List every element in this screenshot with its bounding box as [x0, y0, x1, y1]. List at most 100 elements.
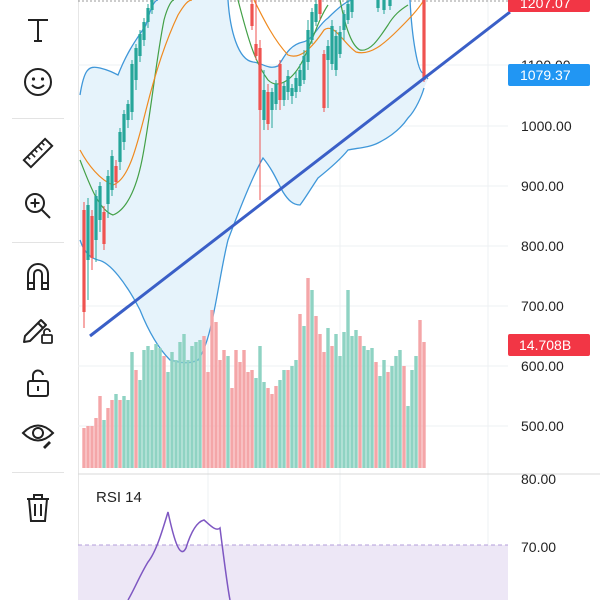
volume-bar: [302, 326, 306, 468]
volume-bar: [250, 370, 254, 468]
volume-bar: [122, 396, 126, 468]
zoom-tool-button[interactable]: [14, 186, 62, 226]
magnet-tool-button[interactable]: [14, 257, 62, 297]
volume-bar: [286, 370, 290, 468]
candle-body: [102, 212, 106, 244]
trash-icon: [27, 494, 49, 522]
bollinger-band-fill: [80, 0, 428, 363]
candle-body: [326, 46, 330, 60]
volume-bar: [190, 346, 194, 468]
volume-bar: [298, 314, 302, 468]
volume-bar: [174, 360, 178, 468]
trendline[interactable]: [89, 10, 511, 338]
rsi-axis-label: 70.00: [521, 539, 556, 555]
volume-bar: [246, 372, 250, 468]
candle-body: [318, 0, 322, 14]
volume-bar: [322, 352, 326, 468]
volume-bar: [406, 406, 410, 468]
toolbar-divider: [12, 118, 64, 119]
volume-bar: [86, 426, 90, 468]
candle-body: [286, 76, 290, 92]
volume-bar: [358, 336, 362, 468]
emoji-tool-button[interactable]: [14, 62, 62, 102]
last-price-badge: 1207.07: [508, 0, 590, 12]
candle-body: [126, 104, 130, 120]
volume-bar: [382, 360, 386, 468]
current-price-badge: 1079.37: [508, 64, 590, 86]
last-price-badge-text: 1207.07: [520, 0, 571, 11]
delete-tool-button[interactable]: [14, 488, 62, 528]
volume-bar: [290, 366, 294, 468]
candle-body: [90, 216, 94, 258]
candle-body: [266, 92, 270, 124]
volume-bar: [106, 408, 110, 468]
candle-body: [346, 4, 350, 20]
candle-body: [388, 0, 392, 6]
candle-body: [334, 36, 338, 70]
volume-bar: [254, 378, 258, 468]
rsi-pane: RSI 14 80.00 70.00: [78, 471, 556, 600]
candle-body: [306, 30, 310, 62]
candle-body: [106, 176, 110, 204]
volume-bar: [342, 332, 346, 468]
volume-badge: 14.708B: [508, 334, 590, 356]
candle-body: [314, 4, 318, 22]
volume-bar: [98, 396, 102, 468]
volume-bar: [354, 330, 358, 468]
visibility-tool-button[interactable]: [14, 414, 62, 454]
candle-body: [142, 22, 146, 40]
candlesticks: [82, 0, 426, 328]
volume-bar: [158, 348, 162, 468]
volume-bar: [142, 350, 146, 468]
candle-body: [310, 12, 314, 40]
candle-body: [254, 44, 258, 56]
lock-tool-button[interactable]: [14, 363, 62, 403]
price-axis-label: 1000.00: [521, 118, 572, 134]
volume-bar: [82, 428, 86, 468]
volume-bar: [334, 334, 338, 468]
volume-bar: [222, 350, 226, 468]
candle-body: [338, 32, 342, 54]
magnet-icon: [27, 263, 49, 290]
volume-bar: [178, 342, 182, 468]
volume-bar: [418, 320, 422, 468]
candle-body: [342, 14, 346, 30]
volume-bar: [390, 366, 394, 468]
volume-bars: [82, 278, 426, 468]
volume-bar: [262, 382, 266, 468]
volume-bar: [350, 336, 354, 468]
volume-bar: [214, 322, 218, 468]
volume-bar: [138, 380, 142, 468]
eye-icon: [21, 424, 55, 449]
volume-bar: [234, 350, 238, 468]
candle-body: [290, 88, 294, 96]
measure-tool-button[interactable]: [14, 133, 62, 173]
volume-bar: [166, 372, 170, 468]
volume-bar: [150, 350, 154, 468]
candle-body: [376, 0, 380, 8]
volume-bar: [366, 350, 370, 468]
candle-body: [382, 0, 386, 10]
volume-bar: [318, 334, 322, 468]
candle-body: [122, 114, 126, 142]
candle-body: [322, 54, 326, 108]
volume-bar: [230, 388, 234, 468]
volume-bar: [90, 426, 94, 468]
volume-bar: [270, 394, 274, 468]
volume-bar: [422, 342, 426, 468]
volume-bar: [126, 400, 130, 468]
candle-body: [298, 70, 302, 86]
volume-bar: [206, 372, 210, 468]
toolbar-divider: [12, 242, 64, 243]
price-chart[interactable]: 1100.00 1000.00 900.00 800.00 700.00 600…: [78, 0, 600, 600]
lock-drawings-tool-button[interactable]: [14, 309, 62, 349]
price-axis-label: 900.00: [521, 178, 564, 194]
candle-body: [114, 166, 118, 182]
volume-bar: [118, 400, 122, 468]
text-tool-button[interactable]: [14, 10, 62, 50]
volume-bar: [134, 370, 138, 468]
volume-bar: [94, 418, 98, 468]
candle-body: [130, 64, 134, 112]
volume-bar: [154, 344, 158, 468]
candle-body: [258, 48, 262, 110]
